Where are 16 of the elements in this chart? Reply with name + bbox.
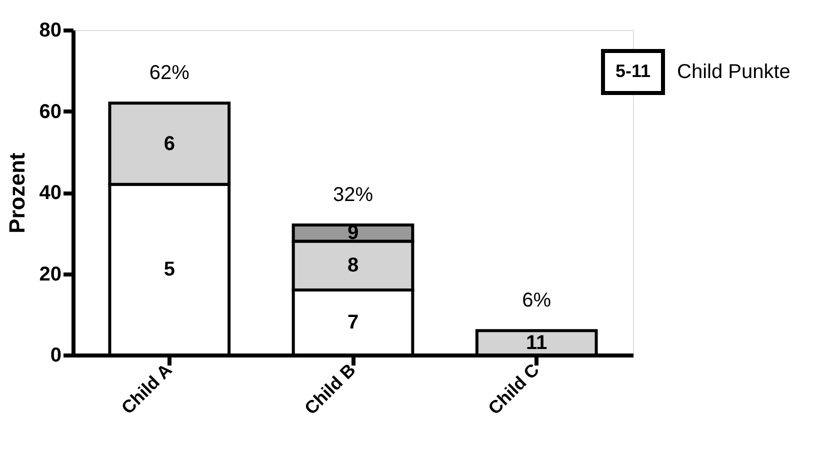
series-label: 7 (347, 312, 359, 334)
series-label: 8 (347, 254, 359, 277)
series-label: 6 (164, 132, 175, 155)
y-tick-label: 60 (39, 100, 62, 123)
series-label: 11 (526, 332, 548, 354)
y-tick-label: 40 (39, 182, 62, 204)
annotation: 5-11 (615, 61, 651, 81)
series-label: 5 (164, 258, 175, 281)
y-tick-label: 0 (50, 344, 62, 366)
y-tick-label: 20 (39, 263, 62, 286)
total-label: 62% (149, 62, 190, 84)
total-label: 32% (332, 184, 374, 206)
y-axis-title: Prozent (4, 152, 30, 234)
y-tick-label: 80 (39, 20, 62, 42)
total-label: 6% (522, 290, 552, 312)
text: Child Punkte (677, 61, 790, 83)
